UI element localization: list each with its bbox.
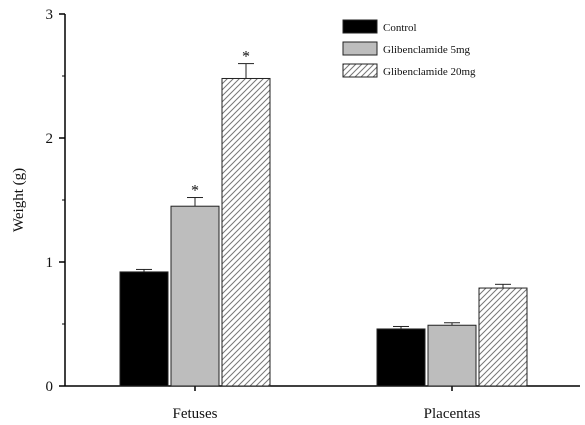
x-tick-label-placentas: Placentas xyxy=(424,406,481,422)
legend-label: Glibenclamide 5mg xyxy=(383,44,471,56)
legend-label: Control xyxy=(383,22,417,34)
x-axis xyxy=(65,385,580,391)
bars: ** xyxy=(119,49,528,387)
y-tick-label: 3 xyxy=(46,7,54,23)
bar xyxy=(119,271,169,387)
bar xyxy=(478,287,528,387)
y-axis-label: Weight (g) xyxy=(11,168,27,232)
legend-swatch xyxy=(342,63,378,78)
bar xyxy=(376,328,426,387)
legend: Control Glibenclamide 5mg Glibenclamide 20… xyxy=(342,19,476,78)
legend-label: Glibenclamide 20mg xyxy=(383,66,476,78)
category-labels: Fetuses Placentas xyxy=(173,406,481,422)
significance-marker: * xyxy=(191,183,199,200)
y-axis: 0 1 2 3 xyxy=(46,7,66,395)
bar xyxy=(221,77,271,387)
bar xyxy=(170,205,220,387)
y-tick-label: 1 xyxy=(46,255,54,271)
bar xyxy=(427,324,477,387)
legend-swatch xyxy=(342,19,378,34)
legend-swatch xyxy=(342,41,378,56)
y-tick-label: 2 xyxy=(46,131,54,147)
x-tick-label-fetuses: Fetuses xyxy=(173,406,218,422)
y-tick-label: 0 xyxy=(46,379,54,395)
significance-marker: * xyxy=(242,49,250,66)
